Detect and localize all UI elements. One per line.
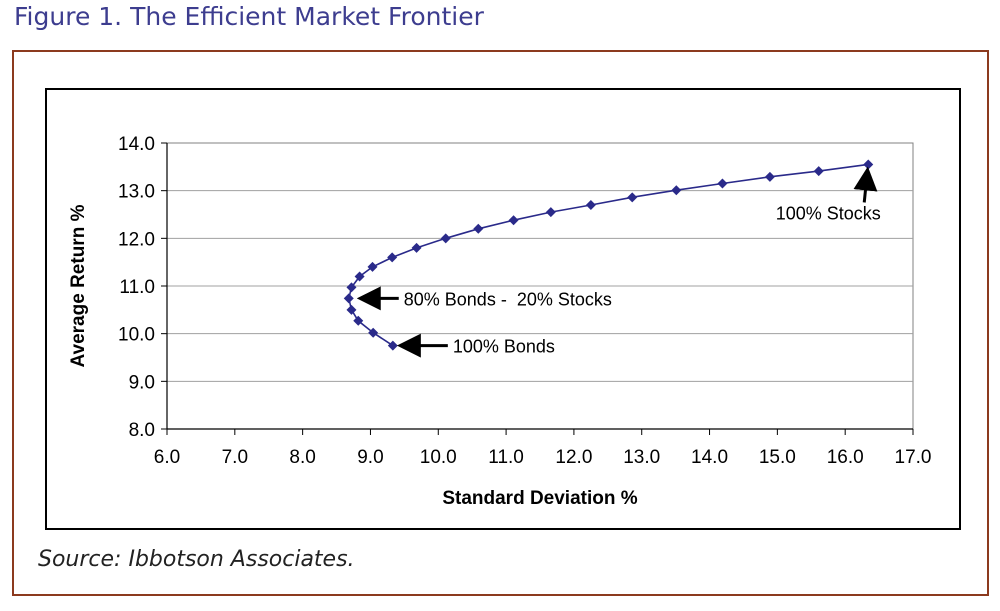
y-axis-label: Average Return % <box>68 204 89 367</box>
data-point <box>343 293 354 304</box>
data-point <box>717 178 728 189</box>
x-tick-label: 14.0 <box>691 447 728 468</box>
x-axis-label: Standard Deviation % <box>442 488 637 509</box>
data-point <box>473 223 484 234</box>
y-tick-label: 12.0 <box>118 229 155 250</box>
data-point <box>346 282 357 293</box>
data-point <box>585 199 596 210</box>
annotation-label: 80% Bonds - 20% Stocks <box>404 289 612 309</box>
data-point <box>367 261 378 272</box>
x-tick-label: 10.0 <box>420 447 457 468</box>
data-point <box>387 340 398 351</box>
annotation-label: 100% Bonds <box>453 337 555 357</box>
x-tick-label: 17.0 <box>895 447 932 468</box>
x-tick-label: 13.0 <box>623 447 660 468</box>
x-tick-label: 8.0 <box>289 447 315 468</box>
annotation-label: 100% Stocks <box>776 203 881 223</box>
data-point <box>508 215 519 226</box>
x-tick-label: 9.0 <box>357 447 383 468</box>
y-tick-label: 11.0 <box>119 277 155 298</box>
y-tick-label: 13.0 <box>118 182 155 203</box>
data-point <box>387 252 398 263</box>
data-point <box>671 185 682 196</box>
data-point <box>440 233 451 244</box>
y-tick-label: 10.0 <box>118 325 155 346</box>
annotation-arrow <box>853 166 878 203</box>
data-point <box>627 192 638 203</box>
data-point <box>411 242 422 253</box>
data-point <box>368 327 379 338</box>
data-point <box>354 271 365 282</box>
figure-frame <box>12 50 989 596</box>
x-tick-label: 11.0 <box>488 447 524 468</box>
source-note: Source: Ibbotson Associates. <box>38 547 355 572</box>
x-tick-label: 6.0 <box>154 447 180 468</box>
y-tick-label: 8.0 <box>129 420 155 441</box>
data-point <box>545 207 556 218</box>
y-tick-label: 14.0 <box>118 134 155 155</box>
data-point <box>353 315 364 326</box>
y-tick-label: 9.0 <box>129 372 155 393</box>
x-tick-label: 15.0 <box>759 447 796 468</box>
x-tick-label: 16.0 <box>827 447 864 468</box>
x-tick-label: 12.0 <box>555 447 592 468</box>
data-point <box>813 166 824 177</box>
x-tick-label: 7.0 <box>222 447 248 468</box>
data-point <box>346 304 357 315</box>
figure-title: Figure 1. The Efficient Market Frontier <box>14 2 484 31</box>
data-point <box>764 171 775 182</box>
